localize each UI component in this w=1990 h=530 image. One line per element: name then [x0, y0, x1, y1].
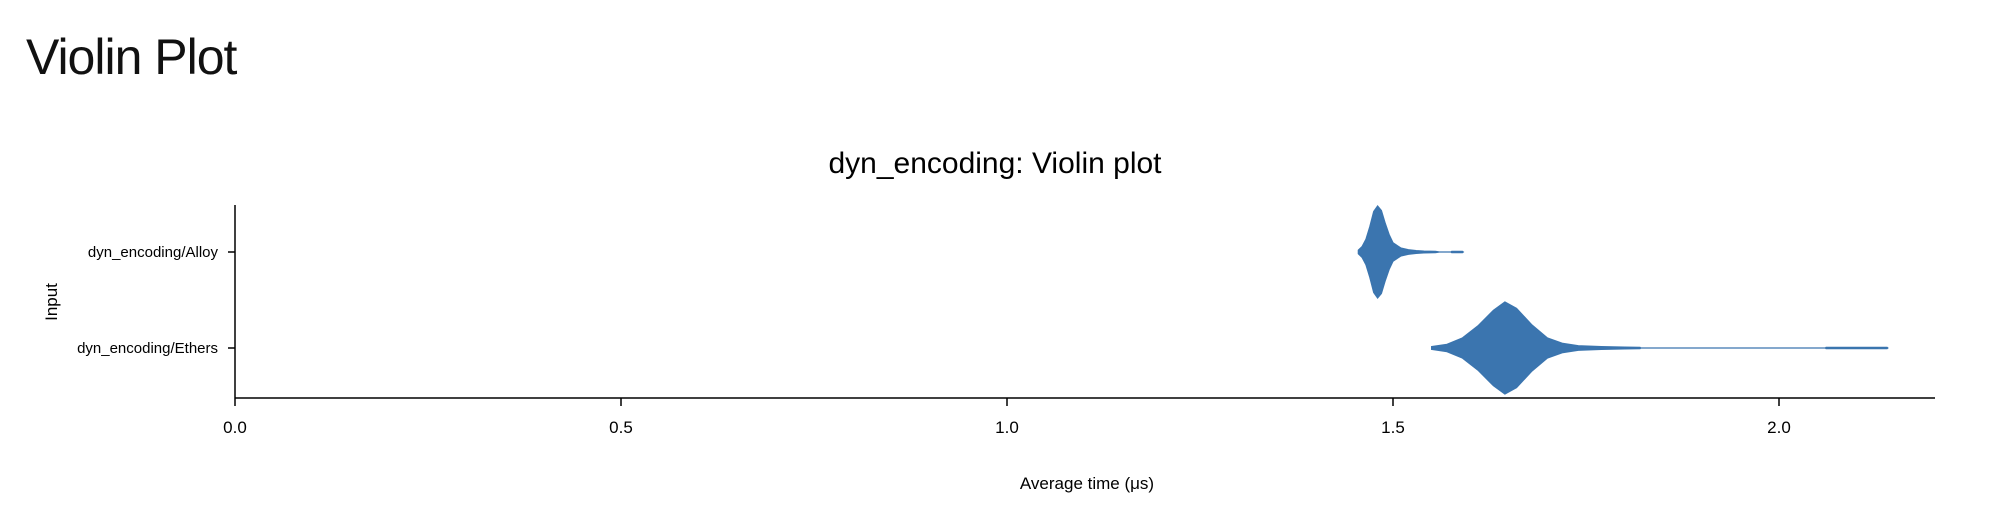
x-axis-ticks: 0.0 0.5 1.0 1.5 2.0 [223, 398, 1791, 437]
x-tick-label: 0.5 [609, 418, 633, 437]
y-axis-label: Input [42, 283, 61, 321]
violin-group [1357, 205, 1889, 395]
chart-title: dyn_encoding: Violin plot [828, 147, 1162, 180]
violin-alloy [1357, 205, 1465, 299]
y-tick-label: dyn_encoding/Ethers [77, 340, 218, 357]
x-tick-label: 0.0 [223, 418, 247, 437]
violin-ethers [1431, 301, 1889, 395]
page-heading: Violin Plot [26, 29, 237, 85]
x-tick-label: 1.0 [995, 418, 1019, 437]
x-tick-label: 1.5 [1381, 418, 1405, 437]
x-axis-label: Average time (μs) [1020, 474, 1154, 493]
y-axis-ticks: dyn_encoding/Alloy dyn_encoding/Ethers [77, 244, 235, 357]
y-tick-label: dyn_encoding/Alloy [88, 244, 219, 261]
x-tick-label: 2.0 [1767, 418, 1791, 437]
